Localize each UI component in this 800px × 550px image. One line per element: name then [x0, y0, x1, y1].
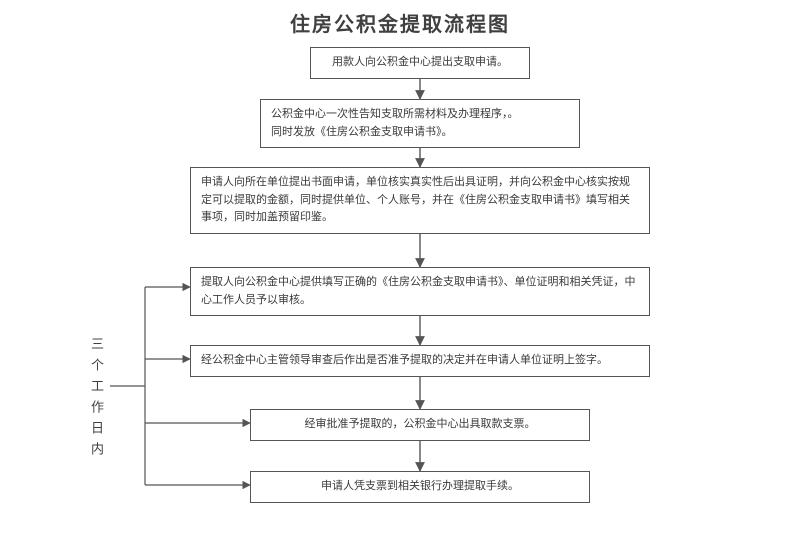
flow-node-n5: 经公积金中心主管领导审查后作出是否准予提取的决定并在申请人单位证明上签字。	[190, 345, 650, 377]
side-label-three-days: 三个工作日内	[90, 337, 106, 463]
flow-node-line: 用款人向公积金中心提出支取申请。	[321, 54, 519, 72]
flow-node-n1: 用款人向公积金中心提出支取申请。	[310, 47, 530, 79]
flow-node-line: 经公积金中心主管领导审查后作出是否准予提取的决定并在申请人单位证明上签字。	[201, 352, 639, 370]
flow-node-line: 经审批准予提取的，公积金中心出具取款支票。	[261, 416, 579, 434]
flow-node-line: 申请人向所在单位提出书面申请，单位核实真实性后出具证明，并向公积金中心核实按规定…	[201, 174, 639, 227]
flow-node-n2: 公积金中心一次性告知支取所需材料及办理程序，。同时发放《住房公积金支取申请书》。	[260, 99, 580, 148]
flow-node-line: 提取人向公积金中心提供填写正确的《住房公积金支取申请书》、单位证明和相关凭证，中…	[201, 274, 639, 309]
flowchart-canvas: 用款人向公积金中心提出支取申请。公积金中心一次性告知支取所需材料及办理程序，。同…	[0, 37, 800, 547]
flow-node-line: 申请人凭支票到相关银行办理提取手续。	[261, 478, 579, 496]
flow-node-line: 同时发放《住房公积金支取申请书》。	[271, 124, 569, 142]
flow-node-line: 公积金中心一次性告知支取所需材料及办理程序，。	[271, 106, 569, 124]
flow-node-n6: 经审批准予提取的，公积金中心出具取款支票。	[250, 409, 590, 441]
flow-node-n7: 申请人凭支票到相关银行办理提取手续。	[250, 471, 590, 503]
flow-node-n3: 申请人向所在单位提出书面申请，单位核实真实性后出具证明，并向公积金中心核实按规定…	[190, 167, 650, 234]
flow-node-n4: 提取人向公积金中心提供填写正确的《住房公积金支取申请书》、单位证明和相关凭证，中…	[190, 267, 650, 316]
diagram-title: 住房公积金提取流程图	[0, 0, 800, 37]
